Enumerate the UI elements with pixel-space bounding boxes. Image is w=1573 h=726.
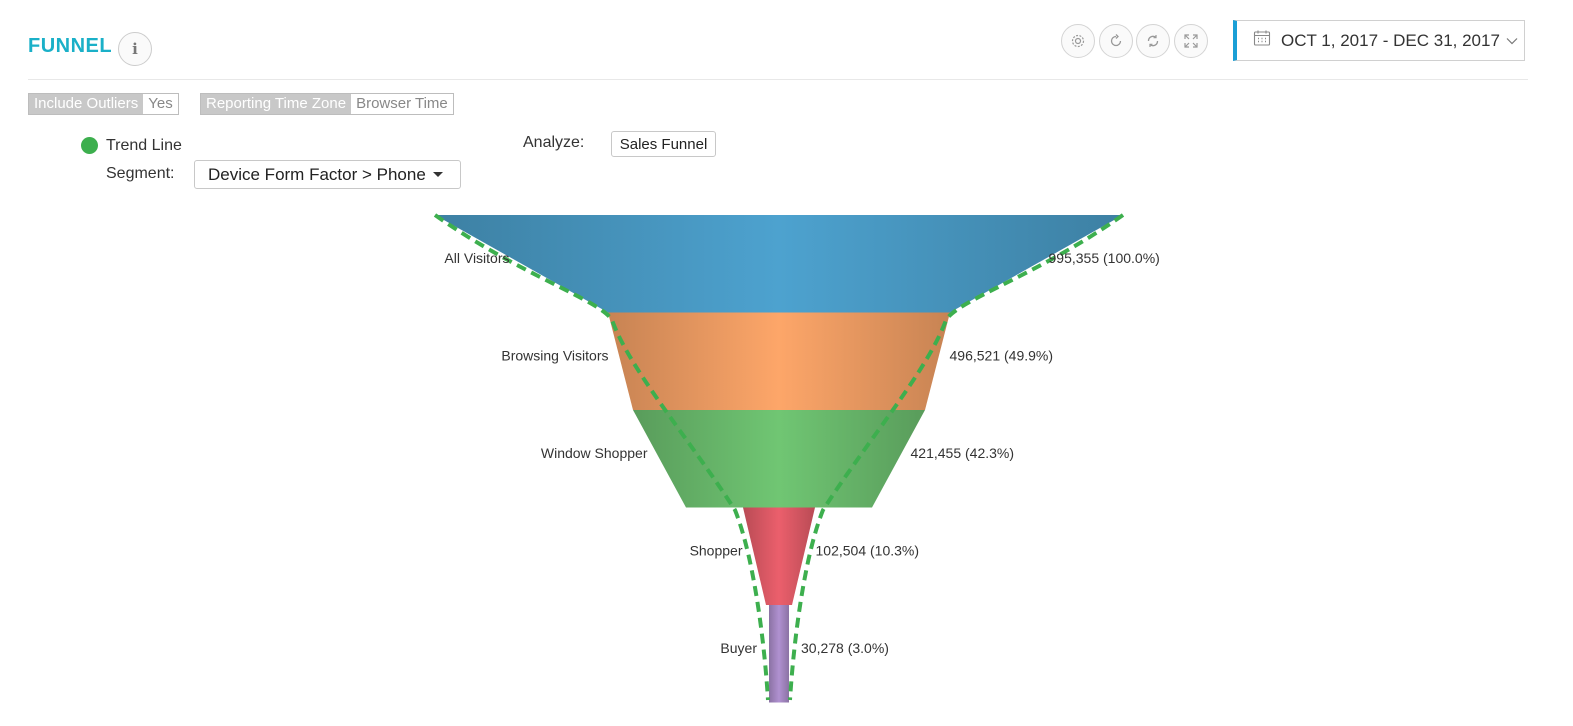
date-range-picker[interactable]: OCT 1, 2017 - DEC 31, 2017 — [1233, 20, 1525, 61]
refresh-icon[interactable] — [1099, 24, 1133, 58]
info-icon[interactable]: i — [118, 32, 152, 66]
page-title: FUNNEL — [28, 35, 113, 57]
stage-value-label: 30,278 (3.0%) — [801, 640, 889, 656]
sync-icon[interactable] — [1136, 24, 1170, 58]
stage-value-label: 496,521 (49.9%) — [950, 348, 1054, 364]
analyze-label: Analyze: — [523, 134, 585, 151]
date-range-text: OCT 1, 2017 - DEC 31, 2017 — [1281, 30, 1500, 50]
funnel-stage-buyer[interactable] — [769, 605, 789, 703]
stage-name-label: Window Shopper — [541, 445, 648, 461]
calendar-icon — [1253, 29, 1271, 52]
filter-key: Include Outliers — [29, 94, 144, 114]
stage-name-label: Browsing Visitors — [501, 348, 608, 364]
chevron-down-icon — [1506, 32, 1518, 50]
stage-name-label: Shopper — [690, 543, 743, 559]
analyze-button[interactable]: Sales Funnel — [611, 131, 716, 157]
filter-key: Reporting Time Zone — [201, 94, 352, 114]
stage-name-label: All Visitors — [444, 250, 509, 266]
fullscreen-icon[interactable] — [1174, 24, 1208, 58]
trend-line-legend-label[interactable]: Trend Line — [106, 137, 182, 154]
segment-dropdown[interactable]: Device Form Factor > Phone — [194, 160, 461, 189]
filter-reporting-time-zone[interactable]: Reporting Time Zone Browser Time — [200, 93, 454, 115]
segment-label: Segment: — [106, 165, 175, 182]
funnel-stage-browsing-visitors[interactable] — [608, 312, 950, 411]
trend-line-right — [788, 213, 1125, 701]
trend-line-legend-dot[interactable] — [81, 137, 98, 154]
stage-value-label: 102,504 (10.3%) — [816, 543, 920, 559]
stage-name-label: Buyer — [720, 640, 757, 656]
stage-value-label: 995,355 (100.0%) — [1049, 250, 1160, 266]
gear-icon[interactable] — [1061, 24, 1095, 58]
funnel-stage-all-visitors[interactable] — [435, 215, 1123, 313]
header-divider — [28, 79, 1528, 80]
funnel-stage-shopper[interactable] — [743, 507, 815, 606]
filter-value: Browser Time — [351, 94, 453, 114]
caret-down-icon — [432, 172, 443, 177]
stage-value-label: 421,455 (42.3%) — [911, 445, 1015, 461]
filter-include-outliers[interactable]: Include Outliers Yes — [28, 93, 179, 115]
filter-value: Yes — [143, 94, 178, 114]
segment-value: Device Form Factor > Phone — [208, 164, 426, 184]
funnel-stage-window-shopper[interactable] — [633, 410, 925, 508]
trend-line-left — [433, 213, 770, 701]
